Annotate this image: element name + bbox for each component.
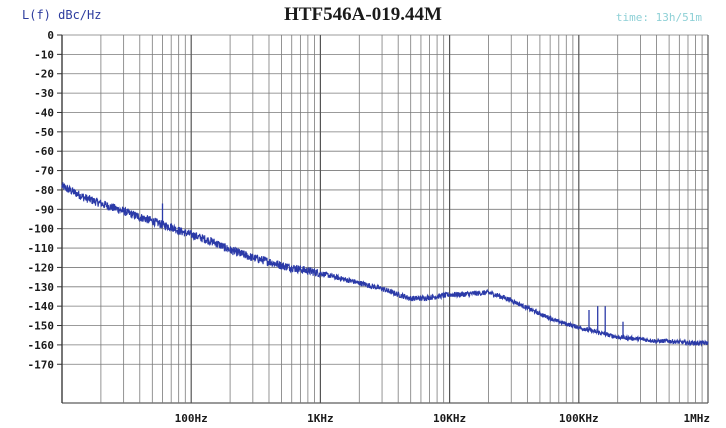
y-axis-label: L(f) dBc/Hz bbox=[22, 8, 102, 22]
y-tick-label: -50 bbox=[34, 126, 54, 139]
x-tick-label: 100Hz bbox=[175, 412, 208, 425]
x-tick-label: 1KHz bbox=[307, 412, 334, 425]
y-tick-label: -70 bbox=[34, 165, 54, 178]
x-tick-label: 100KHz bbox=[559, 412, 599, 425]
y-tick-label: -30 bbox=[34, 87, 54, 100]
noise-trace bbox=[61, 182, 709, 347]
y-tick-label: -120 bbox=[28, 261, 55, 274]
y-tick-label: -150 bbox=[28, 320, 55, 333]
time-annotation: time: 13h/51m bbox=[615, 11, 702, 24]
y-tick-label: -90 bbox=[34, 203, 54, 216]
y-tick-label: 0 bbox=[47, 29, 54, 42]
y-tick-label: -10 bbox=[34, 48, 54, 61]
y-tick-label: -130 bbox=[28, 281, 55, 294]
y-tick-label: -20 bbox=[34, 68, 54, 81]
x-tick-label: 10KHz bbox=[433, 412, 466, 425]
chart-title: HTF546A-019.44M bbox=[284, 4, 442, 25]
y-tick-label: -160 bbox=[28, 339, 55, 352]
x-tick-label: 1MHz bbox=[684, 412, 711, 425]
y-tick-label: -60 bbox=[34, 145, 54, 158]
y-tick-label: -170 bbox=[28, 358, 55, 371]
y-tick-label: -110 bbox=[28, 242, 55, 255]
y-tick-label: -100 bbox=[28, 223, 55, 236]
y-tick-label: -140 bbox=[28, 300, 55, 313]
y-tick-label: -80 bbox=[34, 184, 54, 197]
y-tick-label: -40 bbox=[34, 106, 54, 119]
